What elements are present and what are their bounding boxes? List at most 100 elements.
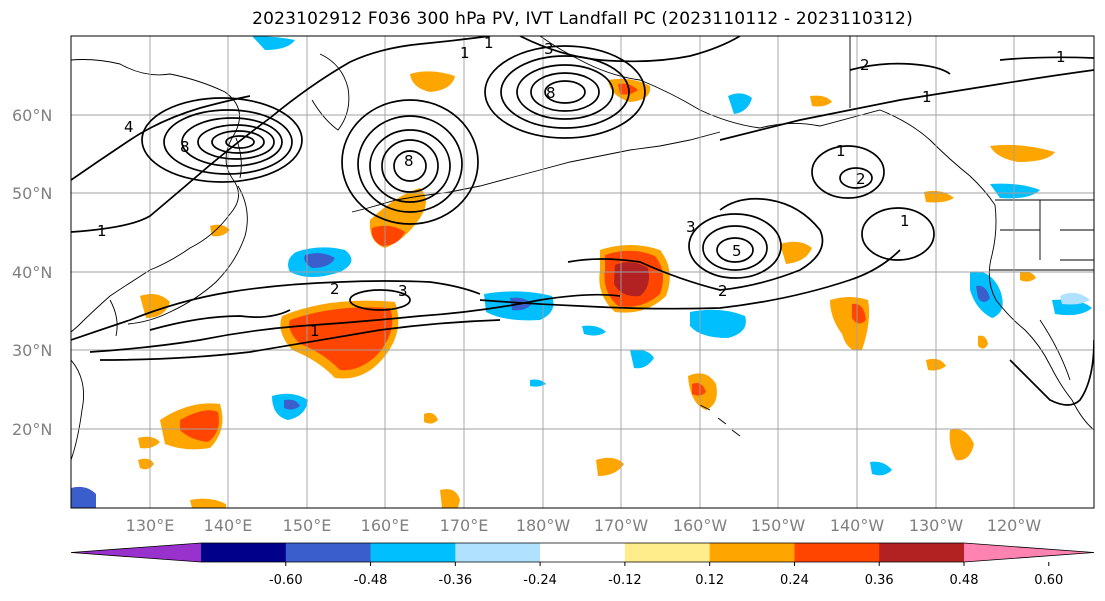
contour-label: 2 [860, 56, 870, 74]
lon-label: 160°W [673, 516, 728, 535]
colorbar-segment [794, 543, 880, 562]
lon-label: 120°W [987, 516, 1042, 535]
pv-contour-1-long [479, 249, 901, 310]
ivt-positive-patch [410, 71, 455, 92]
colorbar-segment [540, 543, 626, 562]
lat-label: 60°N [12, 106, 52, 125]
pv-contours [71, 36, 1094, 406]
contour-label: 1 [460, 44, 470, 62]
ivt-positive-patch [289, 307, 393, 371]
ivt-positive-patch [810, 95, 832, 107]
map-panel: 1 1 1 1 1 2 2 2 3 3 3 4 5 8 8 8 1 2 1 1 [71, 34, 1094, 508]
ivt-positive-patch [949, 429, 974, 461]
colorbar-tick-label: -0.36 [439, 573, 473, 588]
lon-label: 170°W [594, 516, 649, 535]
contour-label: 1 [484, 34, 494, 52]
pv-core-central [381, 139, 439, 193]
ivt-positive-patch [614, 262, 649, 297]
graticule [71, 36, 1094, 508]
ivt-negative-patch [976, 285, 990, 302]
pv-contour-1-sw [149, 309, 291, 331]
asia-coastline [71, 59, 240, 333]
contour-label: 8 [180, 138, 190, 156]
lon-label: 130°W [909, 516, 964, 535]
pv-contour-2-south [71, 280, 481, 341]
pv-contour-1-ak [719, 69, 1094, 141]
contour-label: 1 [1056, 48, 1066, 66]
contour-label: 8 [546, 84, 556, 102]
ivt-positive-patch [371, 225, 405, 246]
ivt-positive-patch [990, 144, 1055, 162]
pv-core-east [716, 237, 754, 263]
pv-core-ak [811, 145, 885, 199]
contour-labels: 1 1 1 1 1 2 2 2 3 3 3 4 5 8 8 8 1 2 1 1 [97, 34, 1066, 340]
pv-core-nw [211, 130, 265, 154]
ivt-negative-patch [630, 349, 654, 369]
japan-coastline [127, 185, 248, 325]
contour-label: 1 [900, 212, 910, 230]
lat-label: 20°N [12, 420, 52, 439]
latitude-labels: 60°N 50°N 40°N 30°N 20°N [12, 106, 52, 439]
china-coastline [71, 359, 85, 461]
pv-contour-na [1009, 339, 1094, 406]
ivt-positive-patch [424, 412, 438, 424]
lon-label: 130°E [126, 516, 175, 535]
ivt-positive-patch [210, 224, 230, 237]
ivt-positive-patch [692, 383, 706, 396]
aleutians [351, 131, 721, 213]
contour-label: 3 [544, 40, 554, 58]
contour-label: 4 [124, 118, 134, 136]
colorbar-outline [70, 542, 1095, 563]
korea-coastline [109, 299, 118, 337]
pv-contour-1-west [71, 95, 251, 181]
pv-core-ak [839, 167, 873, 189]
colorbar-extend-low [71, 543, 201, 562]
hawaii-islands [699, 404, 741, 437]
colorbar-tick-label: 0.12 [695, 573, 724, 588]
lat-label: 40°N [12, 263, 52, 282]
lon-label: 150°W [751, 516, 806, 535]
ivt-positive-patch [180, 410, 219, 442]
ivt-positive-patch [924, 190, 954, 203]
colorbar-tick-label: -0.12 [608, 573, 642, 588]
pv-contour-2-east [567, 197, 824, 291]
map-title: 2023102912 F036 300 hPa PV, IVT Landfall… [252, 9, 913, 29]
pv-core-central [357, 115, 463, 213]
ivt-negative-patch [1060, 292, 1090, 305]
contour-label: 5 [732, 242, 742, 260]
lon-label: 180°W [516, 516, 571, 535]
colorbar-tick-label: 0.60 [1034, 573, 1063, 588]
ivt-positive-patch [140, 294, 170, 318]
colorbar-segment [709, 543, 795, 562]
pv-core-nw [163, 109, 293, 175]
ivt-negative-patch [728, 93, 752, 114]
colorbar-tick-label: -0.24 [523, 573, 557, 588]
pv-core-small [861, 207, 935, 261]
ivt-positive-patch [852, 303, 866, 324]
pv-core-nw [141, 97, 303, 183]
lat-label: 50°N [12, 184, 52, 203]
colorbar: -0.60 -0.48 -0.36 -0.24 -0.12 0.12 0.24 0.36 0.4… [70, 542, 1095, 588]
colorbar-segment [455, 543, 541, 562]
pv-contour-1-south [89, 293, 621, 353]
kamchatka-coastline [311, 53, 350, 131]
contour-label: 2 [856, 170, 866, 188]
pv-contour-2-ak [849, 62, 951, 75]
contour-label: 1 [97, 222, 107, 240]
contour-label: 3 [398, 282, 408, 300]
pv-core-north [500, 55, 630, 129]
lon-label: 160°E [361, 516, 410, 535]
ivt-shading [71, 36, 1092, 508]
colorbar-extend-high [964, 543, 1094, 562]
ivt-negative-patch [990, 183, 1040, 199]
colorbar-tick-label: -0.60 [269, 573, 303, 588]
sakhalin-coastline [235, 137, 242, 179]
ivt-negative-patch [304, 253, 335, 268]
contour-label: 8 [404, 152, 414, 170]
colorbar-tick-label: 0.48 [950, 573, 979, 588]
contour-label: 2 [330, 280, 340, 298]
colorbar-segment [285, 543, 372, 562]
ivt-negative-patch [582, 325, 606, 336]
colorbar-segment [370, 543, 456, 562]
colorbar-segment [879, 543, 965, 562]
